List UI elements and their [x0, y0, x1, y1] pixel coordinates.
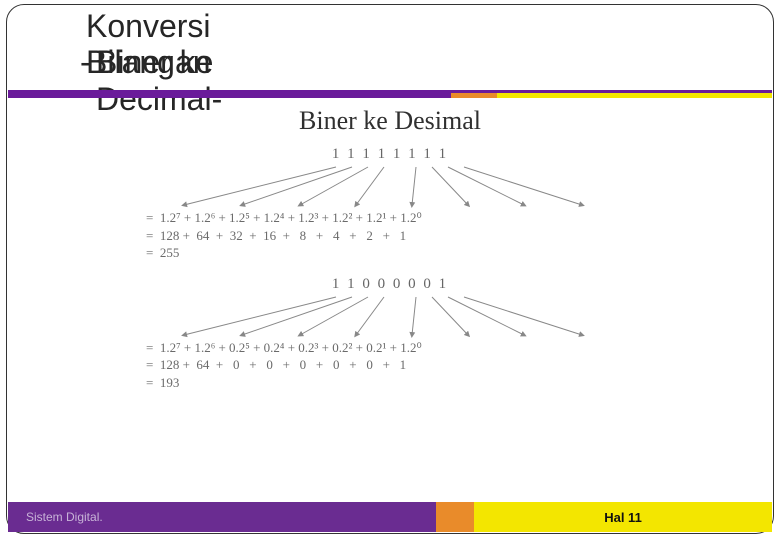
- ex2-terms-row: = 1.2⁷ + 1.2⁶ + 0.2⁵ + 0.2⁴ + 0.2³ + 0.2…: [146, 339, 660, 357]
- ex1-equations: = 1.2⁷ + 1.2⁶ + 1.2⁵ + 1.2⁴ + 1.2³ + 1.2…: [146, 209, 660, 262]
- footer-orange-seg: [436, 502, 474, 532]
- ex1-values-row: = 128 + 64 + 32 + 16 + 8 + 4 + 2 + 1: [146, 227, 660, 245]
- rule-seg-2: [497, 93, 772, 98]
- ex1-terms-row: = 1.2⁷ + 1.2⁶ + 1.2⁵ + 1.2⁴ + 1.2³ + 1.2…: [146, 209, 660, 227]
- accent-rule: [8, 90, 772, 98]
- content-area: Biner ke Desimal 1 1 1 1 1 1 1 1 = 1.2⁷ …: [120, 106, 660, 391]
- slide-title: Konversi: [86, 10, 211, 44]
- ex1-result: 255: [160, 245, 180, 260]
- ex1-bits: 1 1 1 1 1 1 1 1: [120, 146, 660, 163]
- title-line1: Konversi: [86, 8, 211, 44]
- footer-left-text: Sistem Digital.: [26, 510, 103, 524]
- subtitle-leading-dash: -: [80, 44, 91, 81]
- ex2-values-row: = 128 + 64 + 0 + 0 + 0 + 0 + 0 + 1: [146, 356, 660, 374]
- ex2-bits: 1 1 0 0 0 0 0 1: [120, 276, 660, 293]
- rule-seg-0: [8, 93, 451, 98]
- ex2-result: 193: [160, 375, 180, 390]
- ex1-result-row: = 255: [146, 244, 660, 262]
- footer-right: Hal 11: [474, 502, 772, 532]
- ex2-arrows: [160, 293, 620, 339]
- ex2-equations: = 1.2⁷ + 1.2⁶ + 0.2⁵ + 0.2⁴ + 0.2³ + 0.2…: [146, 339, 660, 392]
- ex2-result-row: = 193: [146, 374, 660, 392]
- footer-left: Sistem Digital.: [8, 502, 436, 532]
- rule-seg-1: [451, 93, 497, 98]
- footer-right-text: Hal 11: [604, 510, 642, 525]
- content-heading: Biner ke Desimal: [120, 106, 660, 136]
- ex1-arrows: [160, 163, 620, 209]
- footer: Sistem Digital. Hal 11: [8, 502, 772, 532]
